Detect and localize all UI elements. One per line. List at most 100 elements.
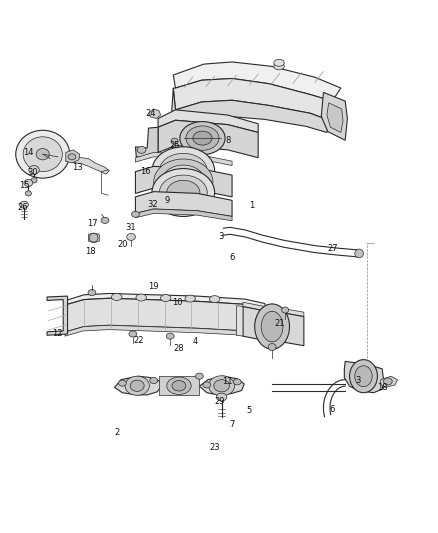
Polygon shape [88,233,99,243]
Ellipse shape [150,377,158,384]
Ellipse shape [152,168,215,216]
Ellipse shape [171,138,178,144]
Ellipse shape [203,382,211,388]
Text: 25: 25 [170,141,180,150]
Text: 30: 30 [28,168,38,177]
Polygon shape [173,62,341,101]
Text: 23: 23 [209,442,220,451]
Ellipse shape [136,294,146,301]
Ellipse shape [233,379,241,385]
Ellipse shape [88,289,96,296]
Polygon shape [66,150,80,163]
Ellipse shape [152,147,215,195]
Ellipse shape [209,296,220,303]
Polygon shape [158,110,258,133]
Ellipse shape [68,154,76,160]
Polygon shape [237,305,243,336]
Ellipse shape [355,366,372,386]
Text: 32: 32 [148,200,158,209]
Ellipse shape [208,376,235,396]
Polygon shape [135,192,232,216]
Text: 22: 22 [133,336,144,345]
Text: 6: 6 [230,253,235,262]
Ellipse shape [185,295,195,302]
Text: 24: 24 [145,109,155,118]
Ellipse shape [167,180,200,205]
Ellipse shape [154,159,213,204]
Text: 13: 13 [72,163,83,172]
Polygon shape [66,156,110,174]
Text: 29: 29 [215,397,225,406]
Polygon shape [148,109,161,118]
Polygon shape [158,120,258,158]
Text: 16: 16 [140,167,150,176]
Polygon shape [327,103,343,133]
Text: 10: 10 [173,298,183,306]
Ellipse shape [216,393,227,401]
Polygon shape [47,296,67,335]
Ellipse shape [355,249,364,258]
Text: 3: 3 [219,231,224,240]
Ellipse shape [118,380,126,386]
Ellipse shape [180,122,225,155]
Polygon shape [115,376,162,395]
Ellipse shape [159,154,207,188]
Polygon shape [135,166,232,197]
Polygon shape [173,78,332,120]
Polygon shape [243,306,304,346]
Polygon shape [65,325,266,338]
Text: 18: 18 [85,247,96,256]
Polygon shape [171,88,330,133]
Ellipse shape [31,177,37,183]
Polygon shape [135,152,232,166]
Text: 21: 21 [275,319,285,328]
Text: 6: 6 [329,405,335,414]
Ellipse shape [101,217,109,223]
Polygon shape [344,361,384,393]
Polygon shape [135,127,158,158]
Ellipse shape [384,378,392,385]
Ellipse shape [186,126,219,150]
Text: 7: 7 [230,419,235,429]
Ellipse shape [261,311,283,342]
Text: 4: 4 [192,337,198,346]
Text: 20: 20 [117,240,127,249]
Ellipse shape [24,180,33,187]
Text: 28: 28 [173,344,184,353]
Ellipse shape [29,166,39,174]
Ellipse shape [160,295,171,302]
Text: 9: 9 [164,196,170,205]
Ellipse shape [20,201,28,208]
Ellipse shape [89,233,98,242]
Ellipse shape [16,130,70,178]
Text: 18: 18 [377,383,388,392]
Text: 8: 8 [225,136,230,145]
Ellipse shape [130,380,144,391]
Text: 31: 31 [126,223,136,232]
Text: 12: 12 [52,329,62,338]
Text: 1: 1 [249,201,254,210]
Ellipse shape [162,165,205,198]
Text: 11: 11 [223,377,233,386]
Text: 27: 27 [328,244,338,253]
Polygon shape [159,376,199,395]
Ellipse shape [282,307,289,313]
Text: 3: 3 [356,376,361,385]
Text: 14: 14 [23,148,34,157]
Ellipse shape [36,149,49,160]
Polygon shape [243,302,304,317]
Polygon shape [321,92,347,140]
Ellipse shape [195,373,203,379]
Ellipse shape [193,131,212,145]
Ellipse shape [167,377,191,394]
Ellipse shape [129,331,137,337]
Ellipse shape [268,344,276,351]
Polygon shape [199,376,244,395]
Text: 19: 19 [148,281,159,290]
Ellipse shape [274,59,284,66]
Ellipse shape [25,191,32,196]
Ellipse shape [159,175,207,210]
Ellipse shape [166,333,174,339]
Ellipse shape [172,381,186,391]
Ellipse shape [274,63,284,70]
